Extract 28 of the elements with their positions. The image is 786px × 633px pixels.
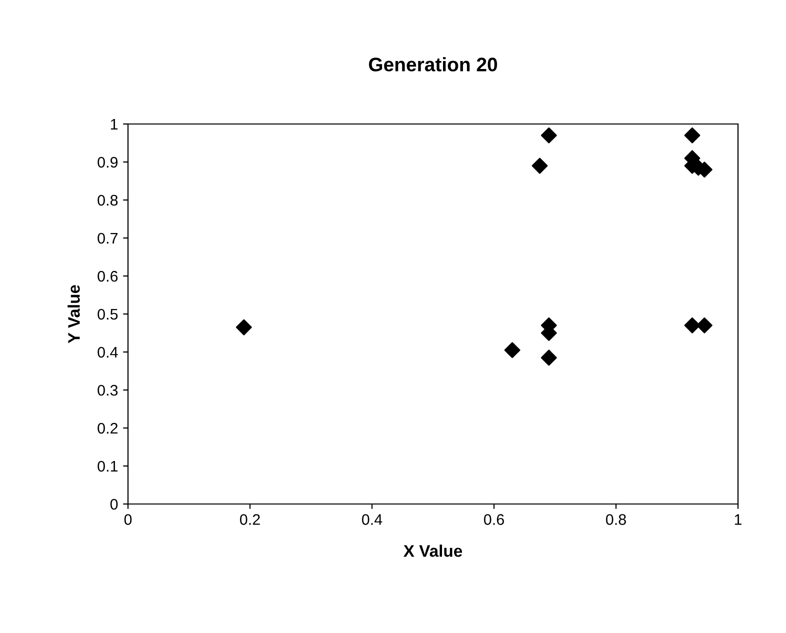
chart-title: Generation 20 [368,57,498,72]
y-tick-label: 0.3 [98,384,118,396]
x-tick-label: 0.4 [362,514,382,525]
y-tick-label: 0.2 [98,422,118,434]
y-tick-label: 0 [110,498,118,510]
y-tick-label: 0.7 [98,232,118,244]
y-axis-title: Y Value [68,285,80,344]
point [504,342,520,358]
point [696,317,712,334]
y-tick-label: 1 [110,119,118,130]
y-tick-label: 0.4 [98,346,118,358]
x-tick-label: 1 [734,514,742,525]
point [540,350,557,366]
y-tick-label: 0.1 [98,460,118,472]
point [236,319,252,336]
x-axis-title: X Value [404,544,462,557]
y-tick-label: 0.5 [98,308,118,320]
y-tick-label: 0.8 [98,194,118,206]
x-tick-label: 0.6 [484,514,504,525]
x-tick-label: 0.2 [240,514,260,525]
point [540,127,557,144]
x-tick-label: 0 [124,514,132,525]
y-tick-label: 0.9 [98,156,118,168]
y-tick-label: 0.6 [98,270,118,282]
point [532,158,548,174]
x-tick-label: 0.8 [606,514,626,525]
point [684,127,700,144]
point [684,317,700,334]
